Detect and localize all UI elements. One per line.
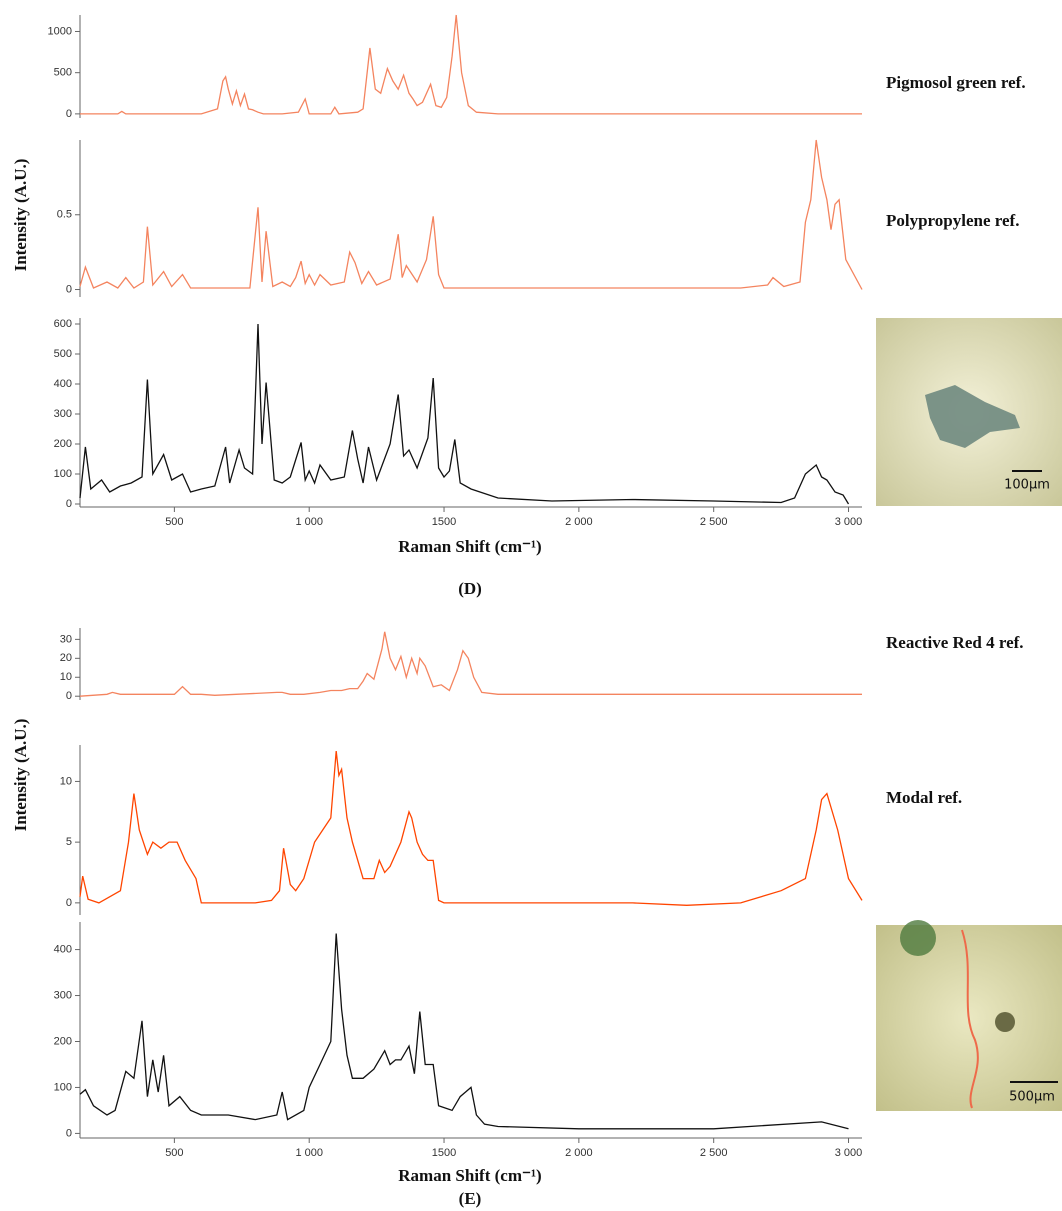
- spectrum-label: Modal ref.: [886, 788, 962, 807]
- x-tick-label: 3 000: [835, 1147, 863, 1159]
- x-tick-label: 500: [165, 516, 183, 528]
- y-tick-label: 200: [54, 1035, 72, 1047]
- x-axis-label: Raman Shift (cm⁻¹): [398, 537, 541, 556]
- spectrum-label: Pigmosol green ref.: [886, 73, 1026, 92]
- y-tick-label: 30: [60, 633, 72, 645]
- y-tick-label: 400: [54, 378, 72, 390]
- x-tick-label: 3 000: [835, 516, 863, 528]
- x-axis-label: Raman Shift (cm⁻¹): [398, 1166, 541, 1185]
- x-tick-label: 2 500: [700, 516, 728, 528]
- panel-label: (E): [459, 1189, 482, 1208]
- y-tick-label: 10: [60, 775, 72, 787]
- y-tick-label: 100: [54, 468, 72, 480]
- x-tick-label: 1 000: [295, 1147, 323, 1159]
- spectrum-label: Polypropylene ref.: [886, 211, 1019, 230]
- y-tick-label: 20: [60, 652, 72, 664]
- y-tick-label: 0: [66, 1127, 72, 1139]
- y-tick-label: 300: [54, 989, 72, 1001]
- spectrum-line: [80, 14, 862, 115]
- spectrum-line: [79, 631, 862, 697]
- y-tick-label: 100: [54, 1081, 72, 1093]
- y-tick-label: 500: [54, 67, 72, 79]
- y-tick-label: 300: [54, 408, 72, 420]
- spectrum-line: [79, 139, 863, 290]
- x-tick-label: 2 500: [700, 1147, 728, 1159]
- y-tick-label: 0: [66, 283, 72, 295]
- scale-bar-label: 100µm: [1004, 478, 1050, 493]
- y-tick-label: 1000: [48, 25, 72, 37]
- x-tick-label: 500: [165, 1147, 183, 1159]
- spectrum-line: [79, 751, 863, 906]
- spectrum-line: [79, 323, 850, 505]
- y-tick-label: 0: [66, 690, 72, 702]
- panel-label: (D): [458, 579, 482, 598]
- y-tick-label: 0: [66, 498, 72, 510]
- scale-bar-label: 500µm: [1009, 1090, 1055, 1105]
- x-tick-label: 1500: [432, 516, 456, 528]
- spectrum-label: Reactive Red 4 ref.: [886, 633, 1024, 652]
- y-axis-label: Intensity (A.U.): [11, 719, 30, 832]
- photo-d: 100µm: [876, 318, 1062, 506]
- y-tick-label: 0: [66, 897, 72, 909]
- y-axis-label: Intensity (A.U.): [11, 159, 30, 272]
- y-tick-label: 600: [54, 318, 72, 330]
- x-tick-label: 1500: [432, 1147, 456, 1159]
- y-tick-label: 0: [66, 108, 72, 120]
- y-tick-label: 5: [66, 836, 72, 848]
- photo-e: 500µm: [876, 920, 1062, 1111]
- y-tick-label: 0.5: [57, 209, 72, 221]
- x-tick-label: 1 000: [295, 516, 323, 528]
- x-tick-label: 2 000: [565, 1147, 593, 1159]
- y-tick-label: 400: [54, 943, 72, 955]
- spectrum-line: [79, 933, 849, 1130]
- y-tick-label: 200: [54, 438, 72, 450]
- y-tick-label: 500: [54, 348, 72, 360]
- y-tick-label: 10: [60, 671, 72, 683]
- x-tick-label: 2 000: [565, 516, 593, 528]
